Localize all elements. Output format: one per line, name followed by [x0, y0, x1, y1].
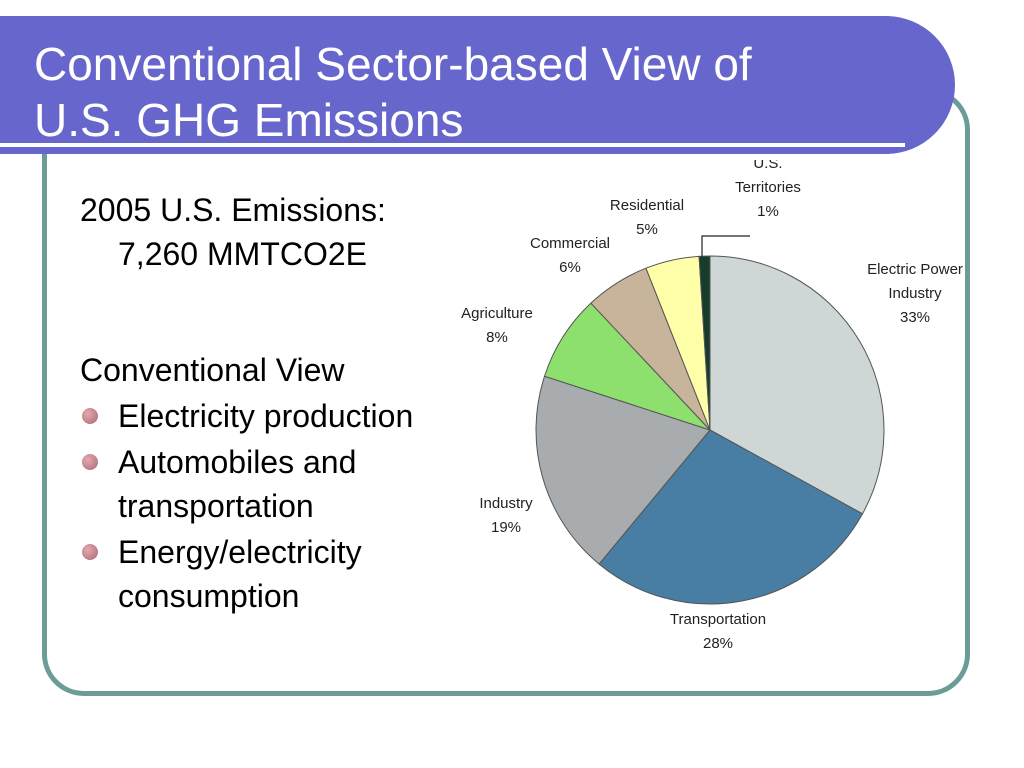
- emissions-line-1: 2005 U.S. Emissions:: [80, 192, 386, 228]
- pie-slice: [535, 375, 711, 565]
- body-text: 2005 U.S. Emissions: 7,260 MMTCO2E Conve…: [80, 188, 500, 618]
- pie-slice: [698, 255, 711, 431]
- slice-label: Residential 5%: [610, 197, 684, 238]
- title-underline: [0, 143, 905, 147]
- bullet-text: Electricity production: [118, 398, 414, 434]
- bullet-item: Energy/electricity consumption: [80, 530, 500, 618]
- slice-label: U.S. Territories 1%: [735, 160, 801, 220]
- bullet-dot-icon: [82, 408, 98, 424]
- title-bar: Conventional Sector-based View of U.S. G…: [0, 16, 955, 154]
- bullet-dot-icon: [82, 454, 98, 470]
- slice-label: Electric Power Industry 33%: [867, 261, 963, 326]
- bullet-dot-icon: [82, 544, 98, 560]
- bullet-item: Automobiles and transportation: [80, 440, 500, 528]
- slice-label: Transportation 28%: [670, 611, 766, 652]
- bullet-list: Electricity production Automobiles and t…: [80, 394, 500, 618]
- bullet-text: Automobiles and transportation: [118, 444, 357, 524]
- territories-leader-line: [701, 235, 750, 257]
- pie-labels: Electric Power Industry 33% Transportation 2…: [461, 160, 963, 652]
- slide-title: Conventional Sector-based View of U.S. G…: [34, 36, 914, 148]
- emissions-line-2: 7,260 MMTCO2E: [118, 236, 367, 272]
- bullet-item: Electricity production: [80, 394, 500, 438]
- pie-chart: Electric Power Industry 33% Transportation 2…: [461, 160, 963, 652]
- title-line-2: U.S. GHG Emissions: [34, 94, 464, 146]
- bullet-text: Energy/electricity consumption: [118, 534, 362, 614]
- view-heading: Conventional View: [80, 352, 345, 388]
- slice-label: Agriculture 8%: [461, 305, 533, 346]
- slice-label: Commercial 6%: [530, 235, 610, 276]
- title-line-1: Conventional Sector-based View of: [34, 38, 752, 90]
- pie-slice: [598, 429, 864, 605]
- pie-slice: [709, 255, 885, 515]
- spacer: [80, 276, 500, 348]
- slice-label: Industry 19%: [479, 495, 533, 536]
- pie-slices: [535, 255, 885, 605]
